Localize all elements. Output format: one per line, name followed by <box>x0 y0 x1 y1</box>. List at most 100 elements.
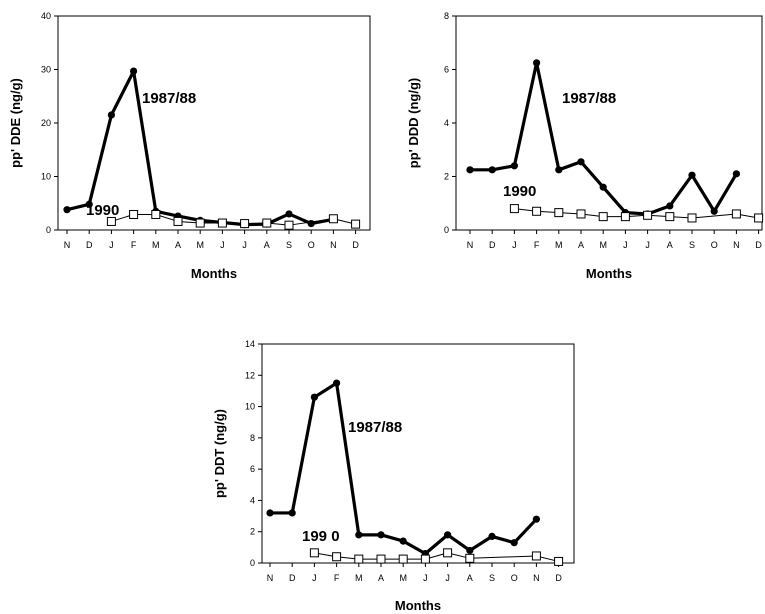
data-point-open-square <box>129 209 139 219</box>
data-point-filled-circle <box>666 202 674 210</box>
data-point-open-square <box>309 548 319 558</box>
data-point-open-square <box>687 213 697 223</box>
data-point-open-square <box>173 216 183 226</box>
data-point-open-square <box>754 213 764 223</box>
plot-area-frame <box>57 15 371 231</box>
y-tick-label: 20 <box>41 118 51 128</box>
x-tick-label: J <box>445 573 450 583</box>
data-point-open-square <box>509 204 519 214</box>
data-point-open-square <box>665 212 675 222</box>
series-annotation: 1987/88 <box>348 419 402 436</box>
x-tick-label: N <box>64 240 71 250</box>
data-point-filled-circle <box>466 166 474 174</box>
data-point-open-square <box>420 554 430 564</box>
data-point-filled-circle <box>266 509 274 517</box>
data-point-open-square <box>731 209 741 219</box>
x-tick-label: A <box>378 573 384 583</box>
x-tick-label: A <box>667 240 673 250</box>
x-tick-label: N <box>467 240 474 250</box>
y-axis-title: pp' DDD (ng/g) <box>406 78 421 168</box>
chart-dde: 0 10 20 30 40 N D J F M A M J J A S O N D Months pp' DDE (ng… <box>8 11 371 281</box>
x-tick-label: J <box>645 240 650 250</box>
x-tick-label: M <box>555 240 563 250</box>
y-tick-label: 10 <box>41 172 51 182</box>
data-point-filled-circle <box>510 162 518 170</box>
y-tick-label: 0 <box>46 225 51 235</box>
x-tick-label: S <box>286 240 292 250</box>
x-tick-label: N <box>267 573 274 583</box>
y-tick-label: 8 <box>250 433 255 443</box>
y-axis-title: pp' DDT (ng/g) <box>212 409 227 498</box>
x-tick-label: J <box>623 240 628 250</box>
x-tick-label: N <box>330 240 337 250</box>
data-point-open-square <box>262 218 272 228</box>
data-point-filled-circle <box>532 515 541 523</box>
data-point-open-square <box>284 220 294 230</box>
x-tick-label: M <box>196 240 204 250</box>
data-point-open-square <box>376 554 386 564</box>
x-tick-label: F <box>334 573 340 583</box>
x-tick-label: J <box>242 240 247 250</box>
data-point-filled-circle <box>288 509 296 517</box>
x-tick-label: D <box>555 573 562 583</box>
data-point-filled-circle <box>599 183 607 191</box>
data-point-filled-circle <box>107 111 115 119</box>
x-tick-label: M <box>399 573 407 583</box>
series-annotation: 1990 <box>503 183 536 200</box>
data-point-filled-circle <box>577 158 585 166</box>
data-point-open-square <box>643 210 653 220</box>
y-tick-label: 10 <box>245 402 255 412</box>
y-tick-label: 2 <box>444 172 449 182</box>
y-axis-title: pp' DDE (ng/g) <box>8 78 23 168</box>
data-point-filled-circle <box>533 59 541 67</box>
x-tick-label: F <box>131 240 137 250</box>
data-point-filled-circle <box>63 206 71 214</box>
data-point-open-square <box>217 218 227 228</box>
x-tick-label: F <box>534 240 540 250</box>
data-point-filled-circle <box>732 170 741 178</box>
data-point-open-square <box>328 214 338 224</box>
data-point-open-square <box>576 209 586 219</box>
data-point-open-square <box>354 554 364 564</box>
data-point-filled-circle <box>307 219 315 228</box>
data-point-filled-circle <box>355 531 363 539</box>
x-axis-title: Months <box>586 266 632 281</box>
x-tick-label: D <box>489 240 496 250</box>
data-point-open-square <box>620 212 630 222</box>
data-point-open-square <box>195 218 205 228</box>
series-line-1990 <box>314 552 559 562</box>
data-point-filled-circle <box>444 531 452 539</box>
data-point-open-square <box>443 548 453 558</box>
data-point-filled-circle <box>488 166 496 174</box>
x-tick-label: A <box>578 240 584 250</box>
data-point-open-square <box>240 219 250 229</box>
data-point-open-square <box>532 206 542 216</box>
y-tick-label: 40 <box>41 11 51 21</box>
y-tick-label: 2 <box>250 527 255 537</box>
y-tick-label: 6 <box>444 65 449 75</box>
data-point-open-square <box>332 552 342 562</box>
data-point-filled-circle <box>688 171 696 179</box>
y-tick-label: 4 <box>250 495 255 505</box>
data-point-open-square <box>106 216 116 226</box>
data-point-filled-circle <box>555 166 563 174</box>
x-axis-title: Months <box>191 266 237 281</box>
x-tick-label: O <box>511 573 518 583</box>
x-tick-label: N <box>533 573 540 583</box>
y-tick-label: 4 <box>444 118 449 128</box>
x-tick-label: D <box>755 240 762 250</box>
chart-ddt: 0 2 4 6 8 10 12 14 N D J F M A M J J A S O N D Months pp' DDT (… <box>212 339 575 613</box>
x-tick-label: D <box>86 240 93 250</box>
x-tick-label: S <box>689 240 695 250</box>
y-tick-label: 0 <box>250 558 255 568</box>
data-point-open-square <box>465 553 475 563</box>
x-tick-label: M <box>152 240 160 250</box>
data-point-open-square <box>151 209 161 219</box>
series-annotation: 1987/88 <box>142 90 196 107</box>
data-point-open-square <box>531 551 541 561</box>
data-point-filled-circle <box>130 67 138 75</box>
x-tick-label: D <box>289 573 296 583</box>
series-annotation: 1990 <box>86 202 119 219</box>
y-tick-label: 14 <box>245 339 255 349</box>
